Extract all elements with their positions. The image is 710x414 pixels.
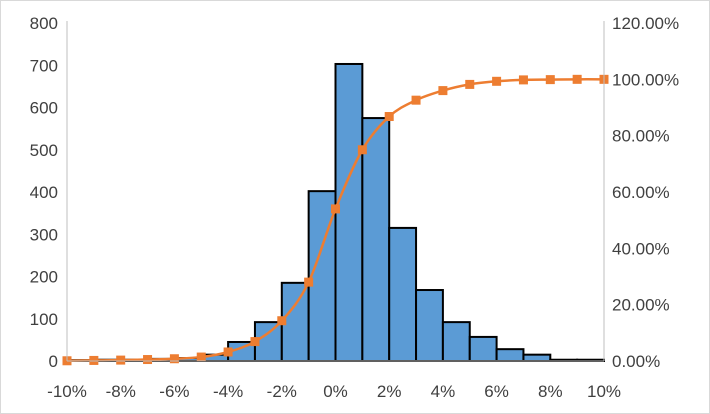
y-tick-label: 0 xyxy=(49,352,58,371)
y-tick-label: 500 xyxy=(30,141,58,160)
y-tick-label: 800 xyxy=(30,14,58,33)
histogram-bar xyxy=(495,348,525,363)
y-tick-label: 600 xyxy=(30,99,58,118)
histogram-bar xyxy=(441,321,471,363)
x-tick-label: -6% xyxy=(159,382,189,401)
y-tick-label: 400 xyxy=(30,183,58,202)
histogram-bar xyxy=(361,117,391,362)
cumulative-marker xyxy=(196,352,206,362)
x-tick-label: -10% xyxy=(47,382,87,401)
y2-tick-label: 20.00% xyxy=(612,296,670,315)
y2-tick-label: 100.00% xyxy=(612,70,679,89)
y-tick-label: 700 xyxy=(30,56,58,75)
y2-tick-label: 60.00% xyxy=(612,183,670,202)
axes xyxy=(66,21,605,362)
y2-tick-label: 80.00% xyxy=(612,127,670,146)
cumulative-marker xyxy=(277,316,287,326)
cumulative-marker xyxy=(572,74,582,84)
x-tick-label: 10% xyxy=(587,382,621,401)
cumulative-marker xyxy=(169,354,179,364)
y2-tick-label: 120.00% xyxy=(612,14,679,33)
cumulative-marker xyxy=(143,355,153,365)
cumulative-marker xyxy=(357,145,367,155)
y-tick-label: 200 xyxy=(30,268,58,287)
cumulative-marker xyxy=(384,112,394,122)
cumulative-marker xyxy=(304,277,314,287)
y-tick-label: 100 xyxy=(30,310,58,329)
cumulative-marker xyxy=(438,86,448,96)
cumulative-marker xyxy=(116,355,126,365)
x-tick-label: 2% xyxy=(377,382,402,401)
histogram-bar xyxy=(468,335,498,363)
cumulative-marker xyxy=(250,337,260,347)
cumulative-marker xyxy=(492,76,502,86)
cumulative-marker xyxy=(518,75,528,85)
x-tick-label: -8% xyxy=(106,382,136,401)
histogram-bar xyxy=(415,289,444,362)
cumulative-marker xyxy=(331,204,340,214)
cumulative-marker xyxy=(465,79,475,89)
x-tick-label: 8% xyxy=(538,382,563,401)
x-tick-label: 0% xyxy=(323,382,348,401)
cumulative-marker xyxy=(411,95,421,105)
tick-labels: 0 100 200 300 400 500 600 700 800 0.00% 20.00% 40.0… xyxy=(30,14,680,401)
x-tick-label: 6% xyxy=(484,382,509,401)
cumulative-marker xyxy=(223,347,233,357)
x-tick-label: 4% xyxy=(431,382,456,401)
cumulative-marker xyxy=(545,75,555,85)
cumulative-marker xyxy=(89,355,99,365)
y-tick-label: 300 xyxy=(30,225,58,244)
histogram-bar xyxy=(522,353,552,363)
x-tick-label: -2% xyxy=(267,382,297,401)
x-tick-label: -4% xyxy=(213,382,243,401)
y2-tick-label: 0.00% xyxy=(612,352,660,371)
y2-tick-label: 40.00% xyxy=(612,239,670,258)
histogram-bar xyxy=(388,226,418,362)
